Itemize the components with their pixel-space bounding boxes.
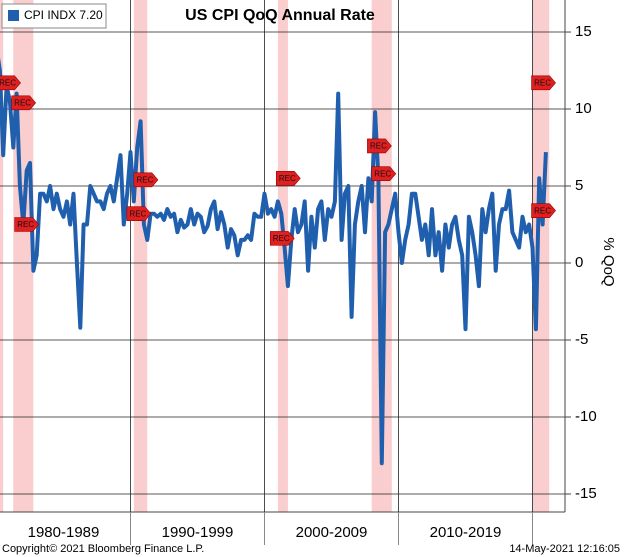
y-axis-label: % QoQ — [600, 237, 617, 286]
footer-right: 14-May-2021 12:16:05 — [509, 543, 620, 555]
annotation-flag — [531, 203, 556, 218]
chart-title: US CPI QoQ Annual Rate — [185, 7, 375, 24]
y-tick-label: -5 — [575, 331, 588, 348]
recession-band — [0, 0, 4, 512]
annotation-label: REC — [17, 220, 34, 229]
legend-box — [1, 3, 107, 29]
legend-swatch — [8, 10, 19, 21]
y-tick-label: 10 — [575, 100, 592, 117]
annotation-flag — [126, 206, 152, 222]
annotation-flag — [269, 231, 295, 246]
period-label: 2000-2009 — [296, 524, 368, 541]
annotation-flag — [371, 166, 397, 181]
annotation-flag — [133, 172, 159, 188]
y-tick-label: -15 — [575, 485, 597, 502]
annotation-flag — [0, 75, 21, 91]
legend-label: CPI INDX 7.20 — [24, 8, 103, 22]
y-tick-label: 0 — [575, 254, 583, 271]
recession-band — [277, 0, 288, 512]
annotation-flag — [14, 217, 40, 232]
annotation-label: REC — [0, 78, 16, 87]
annotation-label: REC — [14, 98, 31, 107]
annotation-label: REC — [374, 169, 391, 178]
y-tick-label: 15 — [575, 23, 592, 40]
period-label: 1990-1999 — [162, 524, 234, 541]
annotation-flag — [367, 138, 392, 154]
annotation-label: REC — [534, 206, 551, 215]
footer-left: Copyright© 2021 Bloomberg Finance L.P. — [2, 543, 204, 555]
annotation-label: REC — [534, 78, 551, 87]
annotation-label: REC — [136, 175, 153, 184]
annotation-label: REC — [273, 234, 290, 243]
annotation-flag — [11, 95, 37, 111]
recession-band — [13, 0, 34, 512]
period-label: 2010-2019 — [430, 524, 502, 541]
series-line — [0, 57, 548, 466]
annotation-flag — [275, 171, 301, 186]
y-tick-label: -10 — [575, 408, 597, 425]
recession-band — [532, 0, 550, 512]
annotation-label: REC — [279, 174, 296, 183]
annotation-label: REC — [129, 209, 146, 218]
annotation-label: REC — [370, 142, 387, 151]
y-tick-label: 5 — [575, 177, 583, 194]
recession-band — [133, 0, 148, 512]
period-label: 1980-1989 — [28, 524, 100, 541]
annotation-flag — [531, 75, 556, 91]
